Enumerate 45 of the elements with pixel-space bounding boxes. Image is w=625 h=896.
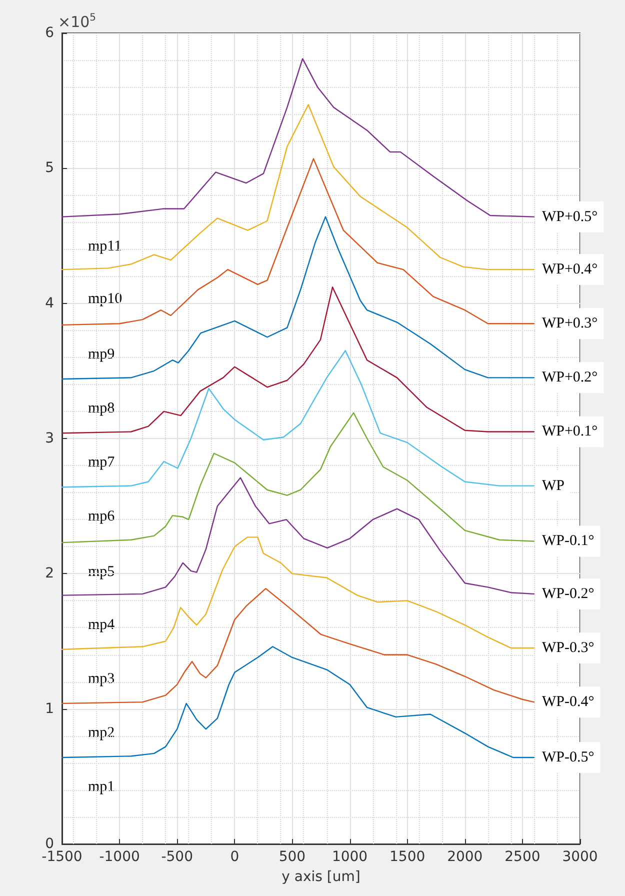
- x-tick-label: -1000: [99, 849, 140, 865]
- annotation: mp7: [88, 454, 116, 471]
- series-label: WP-0.3°: [542, 640, 594, 656]
- series-label: WP-0.5°: [542, 749, 594, 766]
- x-tick-label: 500: [278, 849, 306, 865]
- series-label: WP+0.4°: [542, 262, 598, 278]
- series-label: WP-0.1°: [542, 533, 594, 550]
- y-tick-label: 5: [45, 160, 54, 176]
- x-tick-label: 1500: [390, 849, 426, 865]
- annotation: mp6: [88, 508, 116, 525]
- x-tick-label: -1500: [42, 849, 82, 865]
- line-series: [61, 216, 535, 380]
- annotation: mp10: [88, 291, 122, 308]
- x-tick-label: 1000: [332, 849, 368, 865]
- series-label: WP-0.4°: [542, 694, 594, 710]
- line-series: [61, 104, 535, 270]
- line-series: [61, 286, 535, 434]
- annotation: mp9: [88, 346, 115, 362]
- y-tick-label: 4: [45, 295, 54, 312]
- line-series: [61, 477, 535, 596]
- series-label: WP+0.1°: [542, 424, 598, 440]
- x-tick-label: 0: [230, 849, 240, 865]
- line-series: [61, 646, 535, 758]
- series-label: WP+0.5°: [542, 208, 598, 225]
- line-series: [61, 58, 535, 218]
- x-tick-label: 2500: [504, 849, 540, 865]
- y-tick-label: 6: [45, 25, 54, 41]
- line-series: [61, 588, 535, 704]
- x-axis-title: y axis [um]: [282, 869, 360, 885]
- y-tick-label: 2: [45, 566, 54, 582]
- annotation: mp8: [88, 400, 115, 417]
- x-tick-label: 3000: [562, 849, 598, 865]
- series-label: WP-0.2°: [542, 586, 594, 602]
- y-tick-label: 0: [45, 836, 54, 852]
- series-label: WP+0.3°: [542, 316, 598, 332]
- line-series: [61, 158, 535, 326]
- annotation: mp4: [88, 616, 116, 633]
- line-series: [61, 350, 535, 488]
- y-tick-label: 3: [45, 430, 54, 446]
- x-tick-label: 2000: [447, 849, 483, 865]
- y-tick-label: 1: [45, 700, 54, 717]
- series-label: WP: [542, 478, 564, 494]
- x-tick-label: -500: [161, 849, 193, 865]
- series-label: WP+0.2°: [542, 370, 598, 386]
- line-series: [61, 536, 535, 650]
